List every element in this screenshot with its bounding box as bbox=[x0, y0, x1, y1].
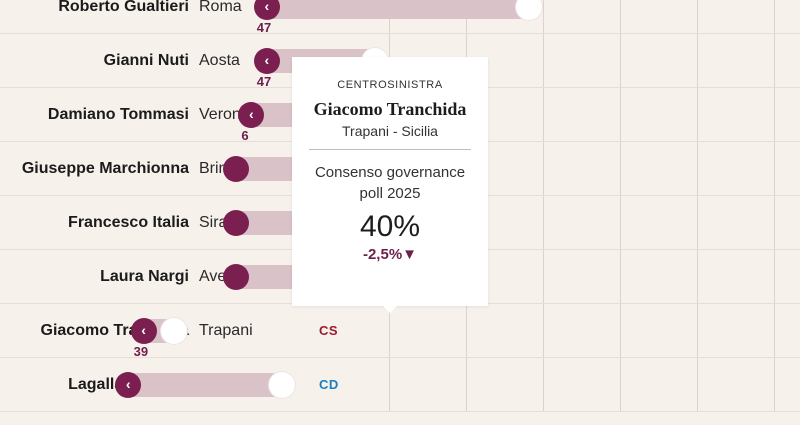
x-gridline bbox=[697, 0, 698, 411]
mayor-name: Gianni Nuti bbox=[103, 52, 189, 69]
chart-row[interactable]: Roberto GualtieriRomaCS‹47 bbox=[0, 0, 800, 35]
previous-value-dot[interactable] bbox=[269, 372, 296, 398]
mayor-name: Roberto Gualtieri bbox=[58, 0, 189, 15]
current-value-dot[interactable]: ‹ bbox=[115, 372, 142, 398]
x-gridline bbox=[620, 0, 621, 411]
chevron-left-icon: ‹ bbox=[264, 52, 270, 68]
chart-row[interactable]: Lagalla RobertoPalermoCD‹ bbox=[0, 358, 800, 412]
tooltip-change-value: -2,5% bbox=[362, 246, 403, 263]
range-bar[interactable] bbox=[266, 0, 529, 19]
current-value-dot[interactable]: ‹ bbox=[253, 0, 280, 20]
tooltip-coalition: CENTROSINISTRA bbox=[337, 79, 443, 91]
current-value-dot[interactable]: ‹ bbox=[253, 48, 280, 74]
city-name: Roma bbox=[199, 0, 242, 15]
tooltip-divider bbox=[309, 149, 471, 150]
mayor-name: Giuseppe Marchionna bbox=[21, 160, 189, 177]
current-value-dot[interactable]: ‹ bbox=[130, 318, 157, 344]
city-name: Verona bbox=[199, 106, 250, 123]
mayor-name: Damiano Tommasi bbox=[47, 106, 189, 123]
tooltip-change: -2,5%▼ bbox=[292, 246, 488, 263]
triangle-down-icon: ▼ bbox=[402, 246, 418, 263]
coalition-badge: CD bbox=[319, 377, 339, 392]
city-name: Trapani bbox=[199, 322, 253, 339]
row-separator bbox=[0, 411, 800, 412]
chart-row[interactable]: Giacomo Tranchida Trapani CS ‹ 39 bbox=[0, 304, 800, 359]
row-separator bbox=[0, 33, 800, 34]
range-bar[interactable] bbox=[128, 373, 283, 397]
value-label: 47 bbox=[256, 20, 272, 35]
chevron-left-icon: ‹ bbox=[264, 0, 270, 14]
tooltip: CENTROSINISTRA Giacomo Tranchida Trapani… bbox=[292, 57, 488, 313]
tooltip-mayor: Giacomo Tranchida bbox=[313, 99, 467, 119]
current-value-dot[interactable] bbox=[223, 210, 249, 236]
x-gridline bbox=[774, 0, 775, 411]
x-gridline bbox=[543, 0, 544, 411]
value-label: 6 bbox=[241, 128, 249, 143]
tooltip-value: 40% bbox=[359, 210, 421, 243]
chevron-left-icon: ‹ bbox=[249, 106, 254, 122]
previous-value-dot[interactable] bbox=[161, 318, 188, 344]
current-value-dot[interactable]: ‹ bbox=[238, 102, 265, 128]
chevron-left-icon: ‹ bbox=[125, 376, 131, 392]
tooltip-metric: Consenso governance poll 2025 bbox=[314, 164, 466, 202]
current-value-dot[interactable] bbox=[223, 264, 249, 290]
mayor-name: Laura Nargi bbox=[100, 268, 189, 285]
mayor-name: Francesco Italia bbox=[68, 214, 189, 231]
coalition-badge: CS bbox=[319, 323, 339, 338]
chevron-left-icon: ‹ bbox=[141, 322, 146, 338]
city-name: Aosta bbox=[199, 52, 240, 69]
value-label: 47 bbox=[256, 74, 272, 89]
previous-value-dot[interactable] bbox=[515, 0, 542, 20]
row-separator bbox=[0, 357, 800, 358]
tooltip-place: Trapani - Sicilia bbox=[342, 123, 438, 139]
value-label: 39 bbox=[133, 344, 149, 359]
current-value-dot[interactable] bbox=[223, 156, 249, 182]
